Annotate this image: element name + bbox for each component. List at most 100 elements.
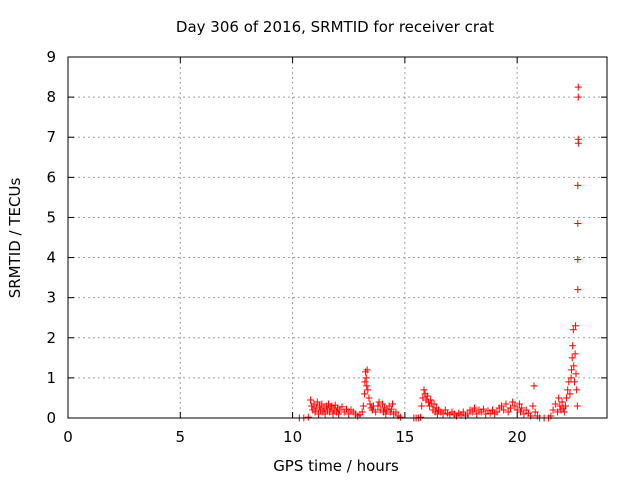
data-point: [518, 404, 526, 412]
data-point: [396, 413, 404, 421]
data-point: [568, 354, 576, 362]
data-point: [504, 408, 512, 416]
data-point: [488, 406, 496, 414]
data-point: [318, 400, 326, 408]
data-point: [378, 400, 386, 408]
chart-title: Day 306 of 2016, SRMTID for receiver cra…: [176, 18, 494, 36]
y-tick-label: 2: [46, 329, 56, 347]
data-point: [563, 394, 571, 402]
y-tick-labels: 0 1 2 3 4 5 6 7 8 9: [46, 48, 56, 427]
data-point: [566, 390, 574, 398]
data-point: [372, 408, 380, 416]
data-point: [530, 382, 538, 390]
data-point: [307, 396, 315, 404]
data-point: [464, 410, 472, 418]
y-tick-label: 0: [46, 409, 56, 427]
data-point: [360, 390, 368, 398]
data-point: [549, 406, 557, 414]
axis-ticks: [67, 56, 607, 419]
data-point: [574, 256, 582, 264]
data-point: [531, 408, 539, 416]
x-tick-label: 20: [508, 428, 527, 446]
data-point: [342, 405, 350, 413]
data-point: [570, 378, 578, 386]
data-point: [358, 408, 366, 416]
data-point: [574, 219, 582, 227]
data-point: [420, 386, 428, 394]
data-point: [573, 386, 581, 394]
data-point: [574, 181, 582, 189]
data-point: [417, 413, 425, 421]
data-point: [430, 400, 438, 408]
data-point: [571, 350, 579, 358]
data-point: [361, 378, 369, 386]
data-point: [363, 366, 371, 374]
data-point: [345, 410, 353, 418]
data-point: [423, 392, 431, 400]
y-tick-label: 3: [46, 289, 56, 307]
data-point: [362, 374, 370, 382]
data-point: [574, 286, 582, 294]
data-point: [574, 83, 582, 91]
x-tick-labels: 0 5 10 15 20: [63, 428, 526, 446]
data-point: [389, 400, 397, 408]
x-tick-label: 15: [395, 428, 414, 446]
data-point: [569, 342, 577, 350]
data-point: [520, 410, 528, 418]
data-point: [551, 400, 559, 408]
y-tick-label: 8: [46, 88, 56, 106]
data-point: [328, 402, 336, 410]
x-tick-label: 10: [283, 428, 302, 446]
data-point: [570, 362, 578, 370]
data-point: [560, 408, 568, 416]
data-point: [364, 386, 372, 394]
data-point: [304, 413, 312, 421]
data-point: [374, 402, 382, 410]
data-point: [363, 382, 371, 390]
data-point: [573, 402, 581, 410]
data-point: [359, 402, 367, 410]
data-point: [502, 400, 510, 408]
data-point: [321, 410, 329, 418]
data-point: [418, 402, 426, 410]
data-point: [387, 405, 395, 413]
data-point: [313, 398, 321, 406]
y-tick-label: 4: [46, 249, 56, 267]
y-tick-label: 1: [46, 369, 56, 387]
data-point: [439, 410, 447, 418]
data-point: [561, 402, 569, 410]
data-point: [459, 408, 467, 416]
data-point: [572, 370, 580, 378]
data-point: [479, 405, 487, 413]
data-point: [529, 402, 537, 410]
data-point: [392, 408, 400, 416]
data-point: [497, 402, 505, 410]
data-point: [572, 322, 580, 330]
plot-frame: [67, 56, 608, 419]
y-tick-label: 6: [46, 168, 56, 186]
x-tick-label: 5: [176, 428, 186, 446]
data-point: [509, 398, 517, 406]
data-point: [567, 374, 575, 382]
data-point: [493, 408, 501, 416]
data-point: [382, 410, 390, 418]
data-point: [574, 93, 582, 101]
x-axis-label: GPS time / hours: [273, 457, 399, 475]
data-point: [568, 366, 576, 374]
data-point: [558, 398, 566, 406]
data-point: [468, 408, 476, 416]
data-point: [574, 135, 582, 143]
data-point: [314, 410, 322, 418]
data-point: [515, 400, 523, 408]
data-point: [511, 402, 519, 410]
gridlines: [68, 57, 607, 418]
data-point: [365, 394, 373, 402]
data-point: [500, 406, 508, 414]
y-axis-label: SRMTID / TECUs: [6, 178, 24, 299]
data-point: [506, 404, 514, 412]
x-tick-label: 0: [63, 428, 73, 446]
y-tick-label: 5: [46, 208, 56, 226]
y-tick-label: 9: [46, 48, 56, 66]
